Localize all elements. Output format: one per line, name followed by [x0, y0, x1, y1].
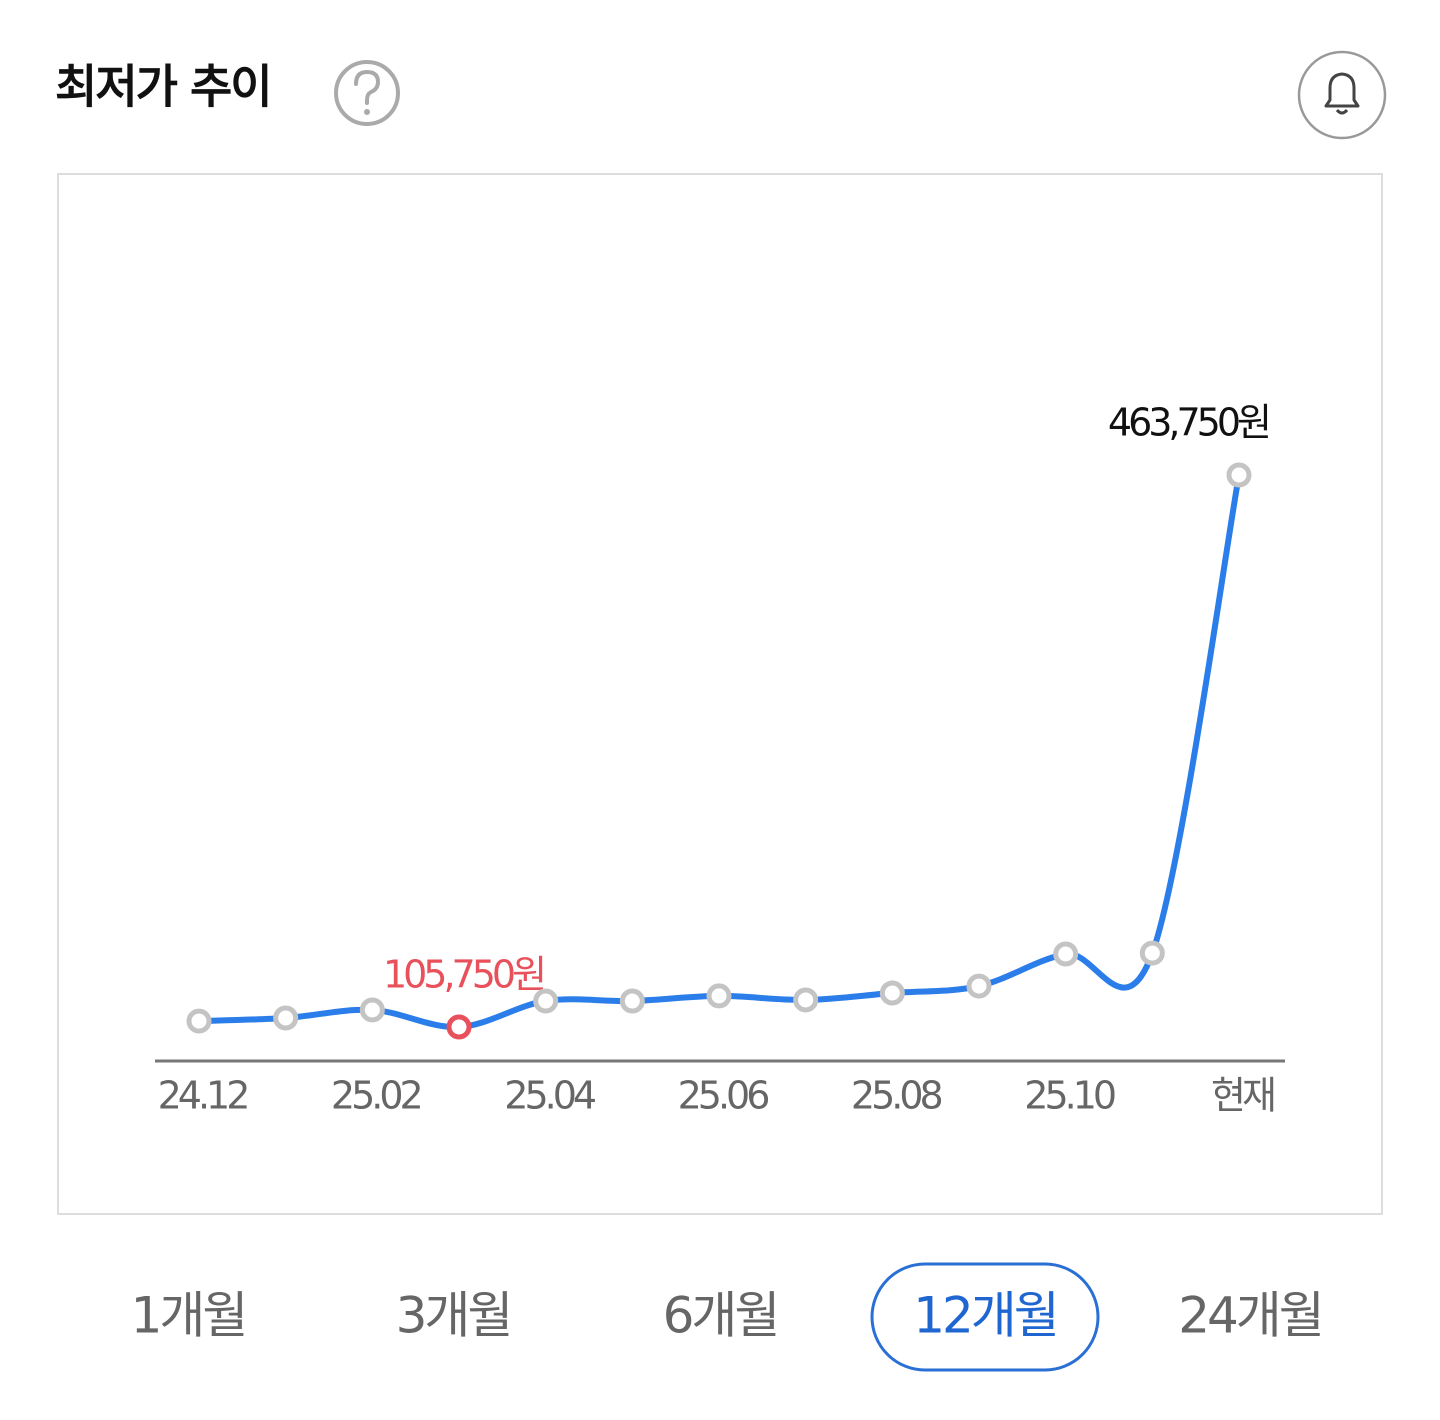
period-tab[interactable]: 3개월: [396, 1287, 514, 1345]
value-label: 463,750원: [1108, 401, 1268, 445]
chart-frame: [57, 173, 1383, 1215]
x-tick-label: 25.10: [1024, 1074, 1115, 1118]
point: [1053, 941, 1079, 967]
x-tick-label: 25.04: [504, 1074, 596, 1118]
point: [966, 973, 992, 999]
point: [446, 1014, 472, 1040]
period-tab[interactable]: 24개월: [1178, 1287, 1325, 1345]
x-tick-label: 25.02: [331, 1074, 421, 1118]
tab-label: 3개월: [396, 1287, 511, 1345]
bell-icon: [1324, 72, 1360, 115]
tab-selected-pill: [870, 1262, 1100, 1372]
point: [533, 988, 559, 1014]
point: [706, 983, 732, 1009]
help-glyph: [354, 69, 381, 105]
help-dot: [364, 109, 370, 115]
point: [273, 1005, 299, 1031]
tab-label: 1개월: [131, 1287, 246, 1345]
period-tab[interactable]: 6개월: [663, 1287, 781, 1345]
point: [1139, 940, 1165, 966]
title: 최저가 추이: [55, 60, 271, 114]
tab-label: 6개월: [663, 1287, 778, 1345]
point: [879, 980, 905, 1006]
x-tick-label: 25.06: [678, 1074, 769, 1118]
x-tick-label: 24.12: [158, 1074, 248, 1118]
point: [793, 987, 819, 1013]
help-icon[interactable]: [334, 60, 400, 126]
alert-button[interactable]: [1297, 50, 1387, 140]
tab-label: 12개월: [913, 1287, 1057, 1345]
point: [359, 997, 385, 1023]
point: [619, 988, 645, 1014]
x-tick-label: 현재: [1211, 1074, 1274, 1118]
help-circle: [334, 60, 400, 126]
point: [1226, 462, 1252, 488]
period-tab[interactable]: 12개월: [870, 1262, 1100, 1372]
price-line: [196, 472, 1242, 1031]
alert-circle: [1297, 50, 1387, 140]
value-label: 105,750원: [383, 953, 543, 997]
point: [186, 1008, 212, 1034]
tab-label: 24개월: [1178, 1287, 1322, 1345]
period-tab[interactable]: 1개월: [131, 1287, 249, 1345]
x-tick-label: 25.08: [851, 1074, 942, 1118]
